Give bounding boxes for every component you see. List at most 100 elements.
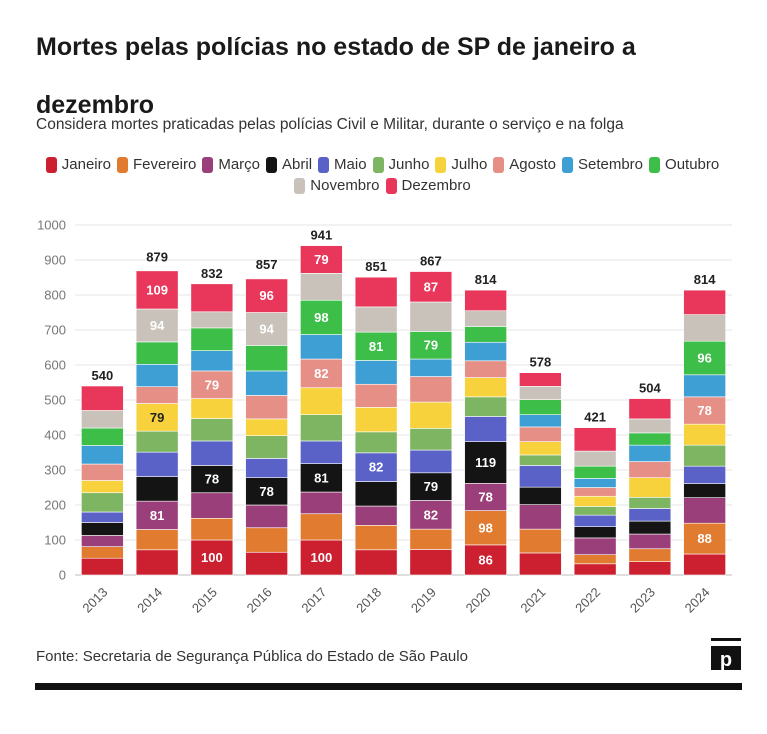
bar-segment-junho bbox=[464, 396, 507, 417]
bar-segment-outubro bbox=[135, 341, 179, 365]
legend-item-junho[interactable]: Junho bbox=[372, 156, 429, 173]
logo-letter: p bbox=[720, 649, 732, 670]
legend-swatch bbox=[385, 177, 397, 194]
y-tick-label: 200 bbox=[44, 498, 66, 513]
bar-segment-marco bbox=[519, 504, 562, 530]
bar-segment-janeiro bbox=[464, 544, 507, 576]
bar-segment-setembro bbox=[683, 374, 726, 398]
bar-segment-maio bbox=[519, 465, 562, 488]
segment-value-label: 81 bbox=[314, 470, 328, 485]
y-tick-label: 400 bbox=[44, 428, 66, 443]
bar-total-label: 832 bbox=[201, 266, 223, 281]
bar-segment-novembro bbox=[354, 306, 398, 333]
bar-segment-outubro bbox=[628, 432, 672, 446]
legend-item-marco[interactable]: Março bbox=[202, 156, 260, 173]
legend-label: Março bbox=[218, 156, 261, 173]
segment-value-label: 79 bbox=[150, 410, 164, 425]
bar-segment-novembro bbox=[409, 301, 453, 332]
bar-segment-fevereiro bbox=[81, 546, 124, 559]
segment-value-label: 94 bbox=[259, 321, 274, 336]
bar-segment-julho bbox=[464, 377, 507, 398]
bar-segment-julho bbox=[81, 480, 124, 494]
bar-segment-abril bbox=[519, 486, 562, 505]
bar-segment-marco bbox=[300, 491, 343, 515]
bar-stack-2014: 81 79 94 109 bbox=[135, 270, 179, 576]
bar-total-label: 879 bbox=[146, 249, 168, 264]
legend-item-abril[interactable]: Abril bbox=[266, 156, 312, 173]
bar-segment-janeiro bbox=[409, 549, 453, 576]
bar-segment-fevereiro bbox=[135, 529, 179, 551]
bar-segment-novembro bbox=[628, 418, 672, 434]
bar-segment-junho bbox=[573, 506, 617, 516]
bar-segment-janeiro bbox=[245, 551, 288, 576]
bar-segment-novembro bbox=[190, 311, 234, 329]
bar-segment-agosto bbox=[81, 463, 124, 481]
bar-segment-julho bbox=[628, 477, 672, 498]
y-tick-label: 1000 bbox=[37, 218, 66, 233]
legend-item-maio[interactable]: Maio bbox=[318, 156, 367, 173]
bar-segment-novembro bbox=[573, 450, 617, 467]
bar-segment-setembro bbox=[409, 358, 453, 377]
segment-value-label: 79 bbox=[424, 479, 438, 494]
bar-total-label: 504 bbox=[639, 381, 661, 396]
legend-label: Agosto bbox=[509, 156, 556, 173]
bar-segment-julho bbox=[683, 423, 726, 446]
bar-segment-janeiro bbox=[683, 553, 726, 576]
y-tick-label: 700 bbox=[44, 323, 66, 338]
bar-segment-maio bbox=[190, 440, 234, 466]
bar-segment-novembro bbox=[300, 273, 343, 301]
legend-item-janeiro[interactable]: Janeiro bbox=[45, 156, 111, 173]
x-tick-label: 2018 bbox=[353, 585, 384, 616]
bar-segment-dezembro bbox=[354, 276, 398, 308]
bar-segment-setembro bbox=[190, 350, 234, 372]
bar-stack-2015: 100 78 79 bbox=[190, 283, 234, 576]
bar-segment-setembro bbox=[628, 444, 672, 462]
bar-segment-julho bbox=[245, 418, 288, 436]
bar-segment-maio bbox=[135, 451, 179, 477]
bar-segment-junho bbox=[190, 418, 234, 442]
bar-segment-fevereiro bbox=[573, 554, 617, 565]
bar-segment-marco bbox=[409, 500, 453, 530]
x-tick-label: 2015 bbox=[189, 585, 220, 616]
bar-stack-2017: 100 81 82 98 79 bbox=[300, 245, 343, 576]
bar-segment-junho bbox=[683, 444, 726, 467]
stacked-bar-chart: 0 100 200 300 400 500 600 700 800 900 1000 540 2013 8… bbox=[37, 218, 732, 616]
legend-item-novembro[interactable]: Novembro bbox=[294, 177, 380, 194]
legend-item-agosto[interactable]: Agosto bbox=[493, 156, 556, 173]
bar-segment-julho bbox=[573, 495, 617, 507]
bar-segment-dezembro bbox=[300, 245, 343, 274]
legend-swatch bbox=[45, 156, 57, 173]
bar-stack-2024: 88 78 96 bbox=[683, 289, 726, 576]
bar-segment-junho bbox=[354, 431, 398, 454]
bar-segment-junho bbox=[628, 496, 672, 509]
bar-segment-marco bbox=[628, 533, 672, 550]
legend-label: Outubro bbox=[665, 156, 720, 173]
segment-value-label: 82 bbox=[314, 366, 328, 381]
bar-segment-fevereiro bbox=[300, 513, 343, 541]
bar-segment-maio bbox=[81, 511, 124, 523]
legend-item-dezembro[interactable]: Dezembro bbox=[385, 177, 471, 194]
bar-segment-dezembro bbox=[190, 283, 234, 313]
y-tick-label: 0 bbox=[59, 568, 66, 583]
bar-stack-2016: 78 94 96 bbox=[245, 278, 288, 576]
bar-segment-setembro bbox=[464, 341, 507, 362]
y-tick-label: 100 bbox=[44, 533, 66, 548]
legend-item-setembro[interactable]: Setembro bbox=[561, 156, 643, 173]
legend-swatch bbox=[435, 156, 447, 173]
legend-item-julho[interactable]: Julho bbox=[435, 156, 487, 173]
segment-value-label: 98 bbox=[314, 310, 328, 325]
bar-segment-abril bbox=[409, 472, 453, 501]
chart-title: Mortes pelas polícias no estado de SP de… bbox=[36, 33, 636, 119]
bar-segment-maio bbox=[573, 514, 617, 527]
legend-item-outubro[interactable]: Outubro bbox=[649, 156, 719, 173]
legend-swatch bbox=[372, 156, 384, 173]
bar-segment-agosto bbox=[628, 461, 672, 479]
segment-value-label: 79 bbox=[314, 252, 328, 267]
legend-item-fevereiro[interactable]: Fevereiro bbox=[116, 156, 196, 173]
bar-segment-outubro bbox=[190, 327, 234, 351]
bar-segment-agosto bbox=[519, 426, 562, 442]
y-tick-label: 500 bbox=[44, 393, 66, 408]
segment-value-label: 81 bbox=[369, 339, 383, 354]
bar-segment-janeiro bbox=[81, 557, 124, 576]
segment-value-label: 94 bbox=[150, 318, 165, 333]
